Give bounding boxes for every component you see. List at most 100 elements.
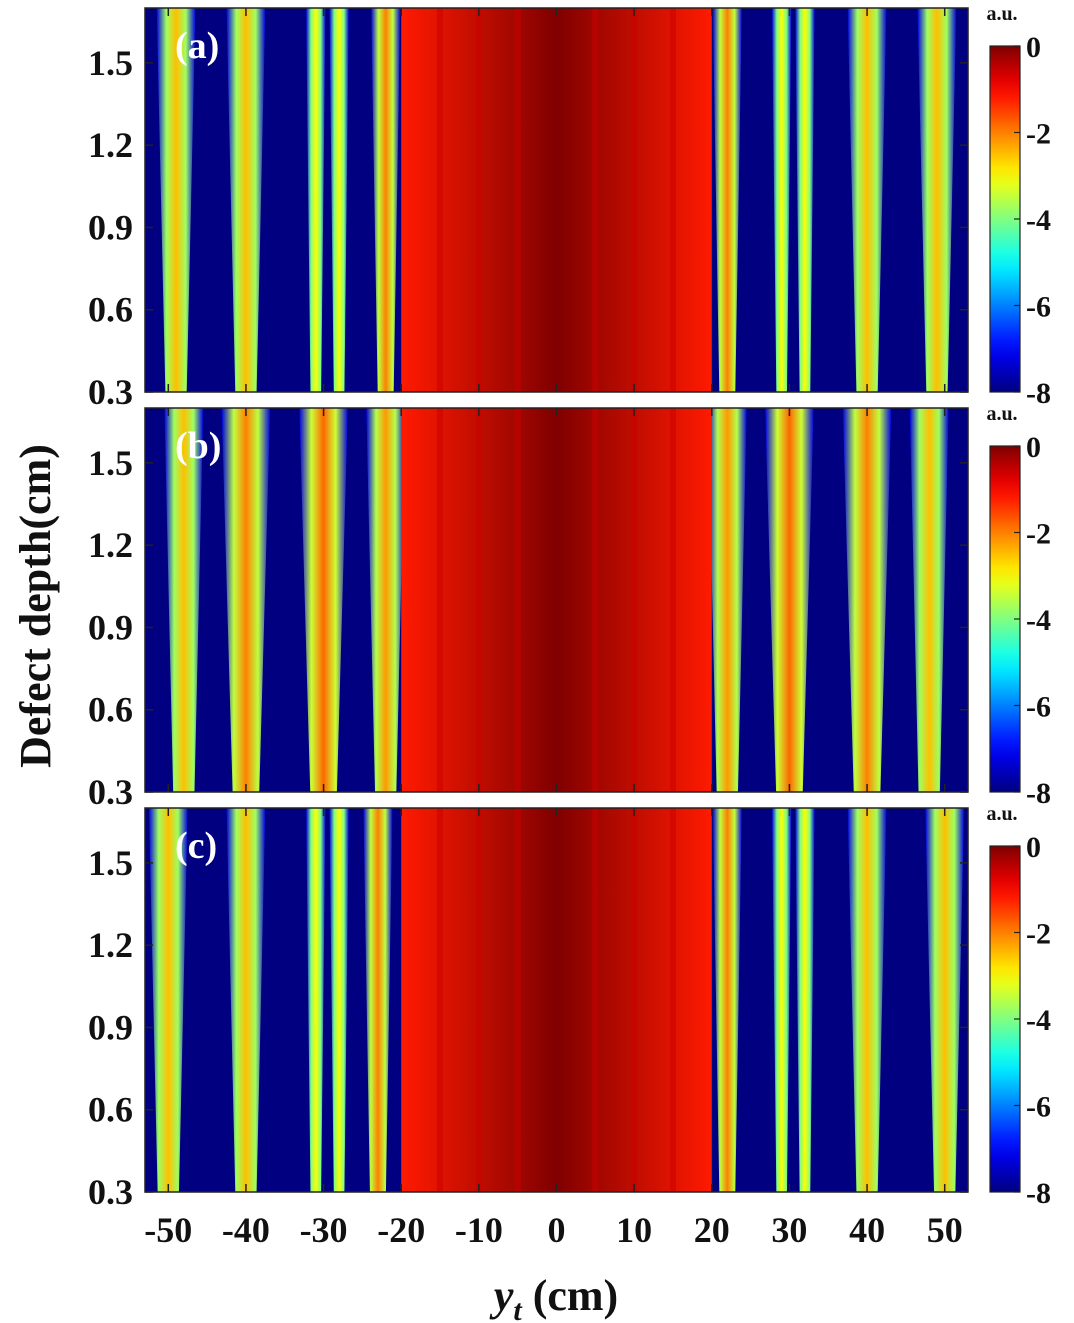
colorbar-tick-label: 0 (1026, 31, 1041, 64)
band-x-22 (366, 408, 406, 792)
x-tick-label: -10 (455, 1210, 503, 1250)
panel-c: 0.3 0.6 0.9 1.2 1.5 (c) a.u. 0 -2 -4 -6 -8 (88, 803, 1051, 1212)
colorbar-unit: a.u. (986, 403, 1017, 425)
band-x29 (771, 8, 792, 392)
band-x-28 (329, 8, 349, 392)
y-tick-label: 1.2 (88, 125, 133, 165)
y-tick-label: 1.5 (88, 43, 133, 83)
y-tick-label: 0.6 (88, 690, 133, 730)
band-x-40 (221, 408, 271, 792)
panel-b: 0.3 0.6 0.9 1.2 1.5 (b) a.u. 0 -2 -4 -6 -8 (88, 403, 1051, 812)
band-x-50 (148, 808, 188, 1192)
x-axis-label-sub: t (513, 1294, 523, 1323)
band-x-31 (306, 8, 326, 392)
central-stripe (592, 8, 599, 392)
panel-a: 0.3 0.6 0.9 1.2 1.5 (a) a.u. 0 -2 -4 -6 -8 (88, 3, 1051, 412)
x-tick-label: -40 (222, 1210, 270, 1250)
y-tick-label: 0.3 (88, 1172, 133, 1212)
band-x-23 (363, 808, 393, 1192)
x-tick-label: 30 (771, 1210, 807, 1250)
x-tick-label: -20 (377, 1210, 425, 1250)
x-tick-label: 0 (548, 1210, 566, 1250)
central-stripe (514, 408, 521, 792)
band-x50 (925, 808, 965, 1192)
panels-group: 0.3 0.6 0.9 1.2 1.5 (a) a.u. 0 -2 -4 -6 -8 0.3 0.6 0.9… (88, 3, 1051, 1250)
colorbar-unit: a.u. (986, 3, 1017, 25)
colorbar-tick-label: 0 (1026, 831, 1041, 864)
central-region (401, 8, 712, 392)
band-x40 (847, 8, 887, 392)
y-tick-label: 1.2 (88, 925, 133, 965)
band-x22 (707, 408, 747, 792)
y-tick-label: 0.9 (88, 607, 133, 647)
central-stripe (475, 8, 482, 392)
colorbar-tick-label: -8 (1026, 777, 1051, 810)
x-tick-label: -50 (144, 1210, 192, 1250)
central-region (401, 408, 712, 792)
band-x-31 (306, 808, 326, 1192)
colorbar-tick-label: 0 (1026, 431, 1041, 464)
band-x32 (795, 8, 815, 392)
colorbar-tick-label: -8 (1026, 377, 1051, 410)
colorbar-tick-label: -4 (1026, 1004, 1051, 1037)
central-region (401, 808, 712, 1192)
central-stripe (669, 408, 676, 792)
colorbar-tick-label: -2 (1026, 918, 1051, 951)
x-tick-label: 20 (694, 1210, 730, 1250)
x-axis-label-group: yt (cm) (489, 1271, 618, 1323)
y-tick-label: 0.9 (88, 207, 133, 247)
band-x-22 (371, 8, 401, 392)
central-stripe (669, 8, 676, 392)
band-x32 (795, 808, 815, 1192)
colorbar-tick-label: -4 (1026, 204, 1051, 237)
central-stripe (631, 408, 638, 792)
band-x49 (917, 8, 957, 392)
band-x48 (909, 408, 949, 792)
y-axis-label: Defect depth(cm) (11, 444, 60, 768)
colorbar-tick-label: -4 (1026, 604, 1051, 637)
central-stripe (475, 408, 482, 792)
x-axis-label: yt (cm) (489, 1271, 618, 1323)
y-tick-label: 0.3 (88, 372, 133, 412)
x-tick-label: 40 (849, 1210, 885, 1250)
central-stripe (437, 8, 444, 392)
y-tick-label: 0.9 (88, 1007, 133, 1047)
central-stripe (514, 8, 521, 392)
x-axis-label-main: y (489, 1271, 514, 1320)
y-tick-label: 1.5 (88, 443, 133, 483)
band-x22 (712, 8, 742, 392)
colorbar-tick-label: -6 (1026, 691, 1051, 724)
y-tick-label: 1.5 (88, 843, 133, 883)
band-x-40 (226, 808, 266, 1192)
x-tick-label: -30 (300, 1210, 348, 1250)
band-x-40 (226, 8, 266, 392)
band-x29 (771, 808, 792, 1192)
panel-label: (b) (175, 425, 221, 467)
band-x-30 (299, 408, 348, 792)
band-x-28 (329, 808, 349, 1192)
panel-label: (a) (175, 25, 219, 67)
colorbar-tick-label: -2 (1026, 518, 1051, 551)
colorbar-tick-label: -2 (1026, 118, 1051, 151)
x-tick-labels: -50 -40 -30 -20 -10 0 10 20 30 40 50 (144, 1210, 962, 1250)
central-stripe (592, 408, 599, 792)
central-stripe (592, 808, 599, 1192)
central-stripe (475, 808, 482, 1192)
colorbar-unit: a.u. (986, 803, 1017, 825)
colorbar-tick-label: -8 (1026, 1177, 1051, 1210)
central-stripe (669, 808, 676, 1192)
y-tick-label: 0.6 (88, 1090, 133, 1130)
central-stripe (514, 808, 521, 1192)
colorbar-tick-label: -6 (1026, 1091, 1051, 1124)
y-axis-label-group: Defect depth(cm) (11, 444, 60, 768)
y-tick-label: 0.3 (88, 772, 133, 812)
band-x40 (842, 408, 892, 792)
band-x-48 (164, 408, 204, 792)
central-stripe (631, 808, 638, 1192)
x-tick-label: 10 (616, 1210, 652, 1250)
central-stripe (437, 808, 444, 1192)
colorbar-tick-label: -6 (1026, 291, 1051, 324)
y-tick-label: 1.2 (88, 525, 133, 565)
central-stripe (437, 408, 444, 792)
